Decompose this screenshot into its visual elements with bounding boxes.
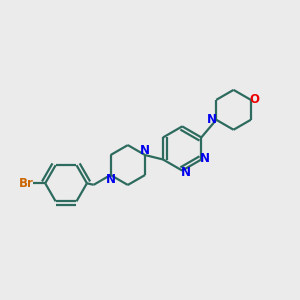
Text: O: O — [250, 93, 260, 106]
Text: N: N — [200, 152, 210, 165]
Text: N: N — [181, 166, 190, 178]
Text: Br: Br — [19, 177, 34, 190]
Text: N: N — [140, 144, 150, 157]
Text: N: N — [106, 173, 116, 186]
Text: N: N — [207, 113, 217, 126]
